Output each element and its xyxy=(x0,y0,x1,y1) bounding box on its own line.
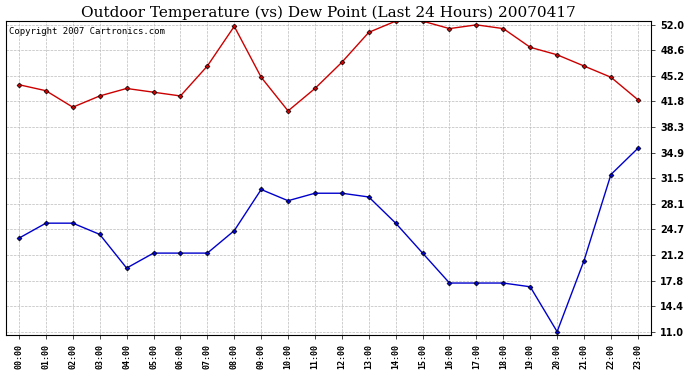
Text: Copyright 2007 Cartronics.com: Copyright 2007 Cartronics.com xyxy=(9,27,165,36)
Title: Outdoor Temperature (vs) Dew Point (Last 24 Hours) 20070417: Outdoor Temperature (vs) Dew Point (Last… xyxy=(81,6,575,20)
